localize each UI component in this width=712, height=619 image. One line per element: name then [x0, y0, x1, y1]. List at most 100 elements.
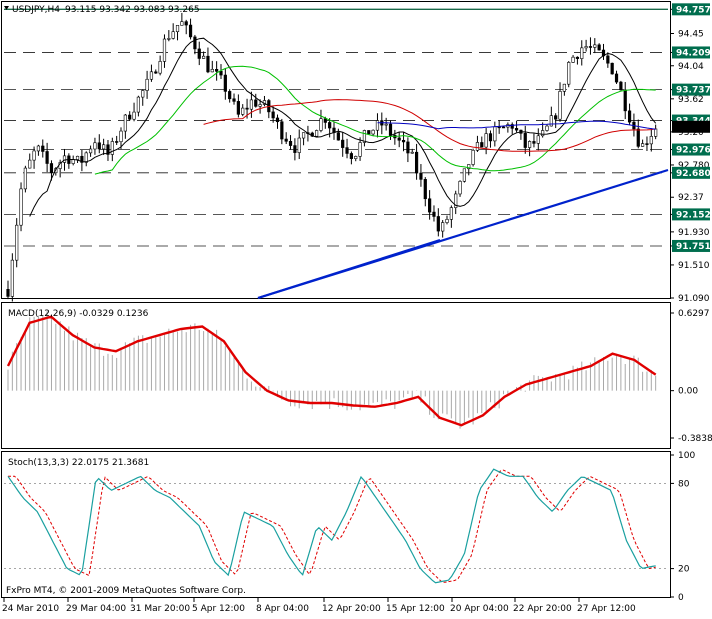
candle-body [558, 91, 562, 120]
candle-body [441, 222, 445, 232]
candle-body [71, 159, 75, 164]
candle-body [249, 99, 254, 110]
level-tag-bg [672, 83, 710, 96]
ma-black-line [29, 37, 657, 217]
candle-body [575, 56, 580, 59]
candle-body [514, 128, 519, 131]
candle-body [145, 78, 149, 91]
candle-body [280, 121, 284, 140]
candle-body [15, 224, 19, 261]
level-price-tag: 94.757 [672, 3, 711, 15]
level-tag-label: 93.737 [676, 86, 711, 96]
candle-body [406, 141, 410, 154]
candle-body [462, 168, 467, 182]
candle-body [32, 150, 36, 161]
candle-body [23, 167, 27, 190]
main-price-pane[interactable] [1, 1, 671, 299]
stoch-axis: 100 80 20 0 [670, 451, 695, 603]
candle-body [497, 126, 501, 129]
candle-body [562, 83, 566, 92]
candle-body [345, 147, 349, 154]
candle-body [10, 259, 14, 297]
candle-body [45, 151, 49, 164]
price-tick-label: 94.45 [678, 29, 704, 39]
candle-body [197, 48, 201, 59]
candle-body [293, 145, 297, 153]
ma-green-line [94, 65, 656, 175]
time-axis[interactable]: 24 Mar 2010 29 Mar 04:00 31 Mar 20:00 5 Apr… [2, 598, 636, 614]
macd-pane[interactable] [1, 302, 671, 449]
candle-body [141, 90, 145, 98]
candle-body [532, 141, 536, 144]
level-tag-label: 92.976 [676, 146, 711, 156]
price-tick-label: 93.62 [678, 95, 704, 105]
candle-body [106, 144, 110, 155]
candle-body [175, 25, 180, 33]
candle-body [371, 129, 375, 135]
candle-body [28, 159, 32, 169]
level-price-tag: 92.152 [672, 208, 711, 221]
level-price-tag: 91.751 [672, 239, 711, 252]
candle-body [614, 73, 619, 83]
candle-body [167, 38, 171, 40]
level-tag-label: 92.680 [676, 169, 711, 179]
candlestick-series [6, 12, 658, 302]
price-tick-label: 91.090 [678, 294, 710, 304]
candle-body [49, 163, 54, 174]
price-tick-label: 92.37 [678, 193, 704, 203]
candle-body [654, 128, 658, 137]
candle-body [341, 139, 345, 148]
candle-body [162, 38, 167, 62]
macd-tick-label: 0.6297 [678, 309, 710, 319]
candle-body [319, 118, 323, 131]
level-tag-bg [672, 143, 710, 156]
candle-body [328, 122, 332, 129]
ohlc-readout: 93.115 93.342 93.083 93.265 [65, 5, 200, 15]
candle-body [149, 71, 154, 80]
candle-body [367, 130, 371, 135]
candle-body [375, 120, 380, 131]
candle-body [484, 133, 488, 148]
candle-body [388, 123, 393, 136]
candle-body [449, 207, 453, 220]
level-tag-label: 92.152 [676, 210, 711, 220]
triangle-down-icon [4, 6, 9, 10]
candle-body [627, 110, 632, 123]
price-tick-label: 93.20 [678, 128, 704, 138]
time-tick-label: 5 Apr 12:00 [192, 604, 245, 614]
candle-body [471, 149, 475, 165]
level-tag-label: 94.757 [676, 5, 711, 15]
candle-body [93, 142, 97, 150]
candle-body [588, 46, 593, 48]
candle-body [232, 98, 236, 102]
candle-body [401, 139, 406, 143]
candle-body [384, 123, 388, 126]
macd-tick-label: -0.3838 [678, 434, 712, 444]
candle-body [488, 133, 493, 142]
price-tick-label: 94.04 [678, 62, 704, 72]
candle-body [649, 136, 653, 145]
level-price-tag: 92.680 [672, 166, 711, 179]
candle-body [432, 211, 436, 217]
macd-axis: 0.6297 0.00 -0.3838 [670, 309, 712, 444]
candle-body [410, 151, 414, 154]
stoch-tick-label: 80 [678, 479, 690, 489]
candle-body [414, 151, 419, 174]
candle-body [423, 179, 427, 200]
price-tick-label: 92.780 [678, 161, 710, 171]
candle-body [88, 148, 93, 154]
trendline-lower[interactable] [257, 238, 441, 300]
candle-body [19, 188, 23, 226]
time-tick-label: 24 Mar 2010 [2, 604, 59, 614]
trendlines[interactable] [257, 168, 669, 300]
candle-body [80, 155, 84, 163]
time-tick-label: 15 Apr 12:00 [386, 604, 445, 614]
candle-body [580, 47, 584, 59]
candle-body [158, 61, 162, 74]
time-tick-label: 31 Mar 20:00 [130, 604, 190, 614]
stochastic-pane[interactable] [1, 451, 671, 598]
candle-body [571, 56, 575, 63]
candle-body [315, 130, 319, 137]
